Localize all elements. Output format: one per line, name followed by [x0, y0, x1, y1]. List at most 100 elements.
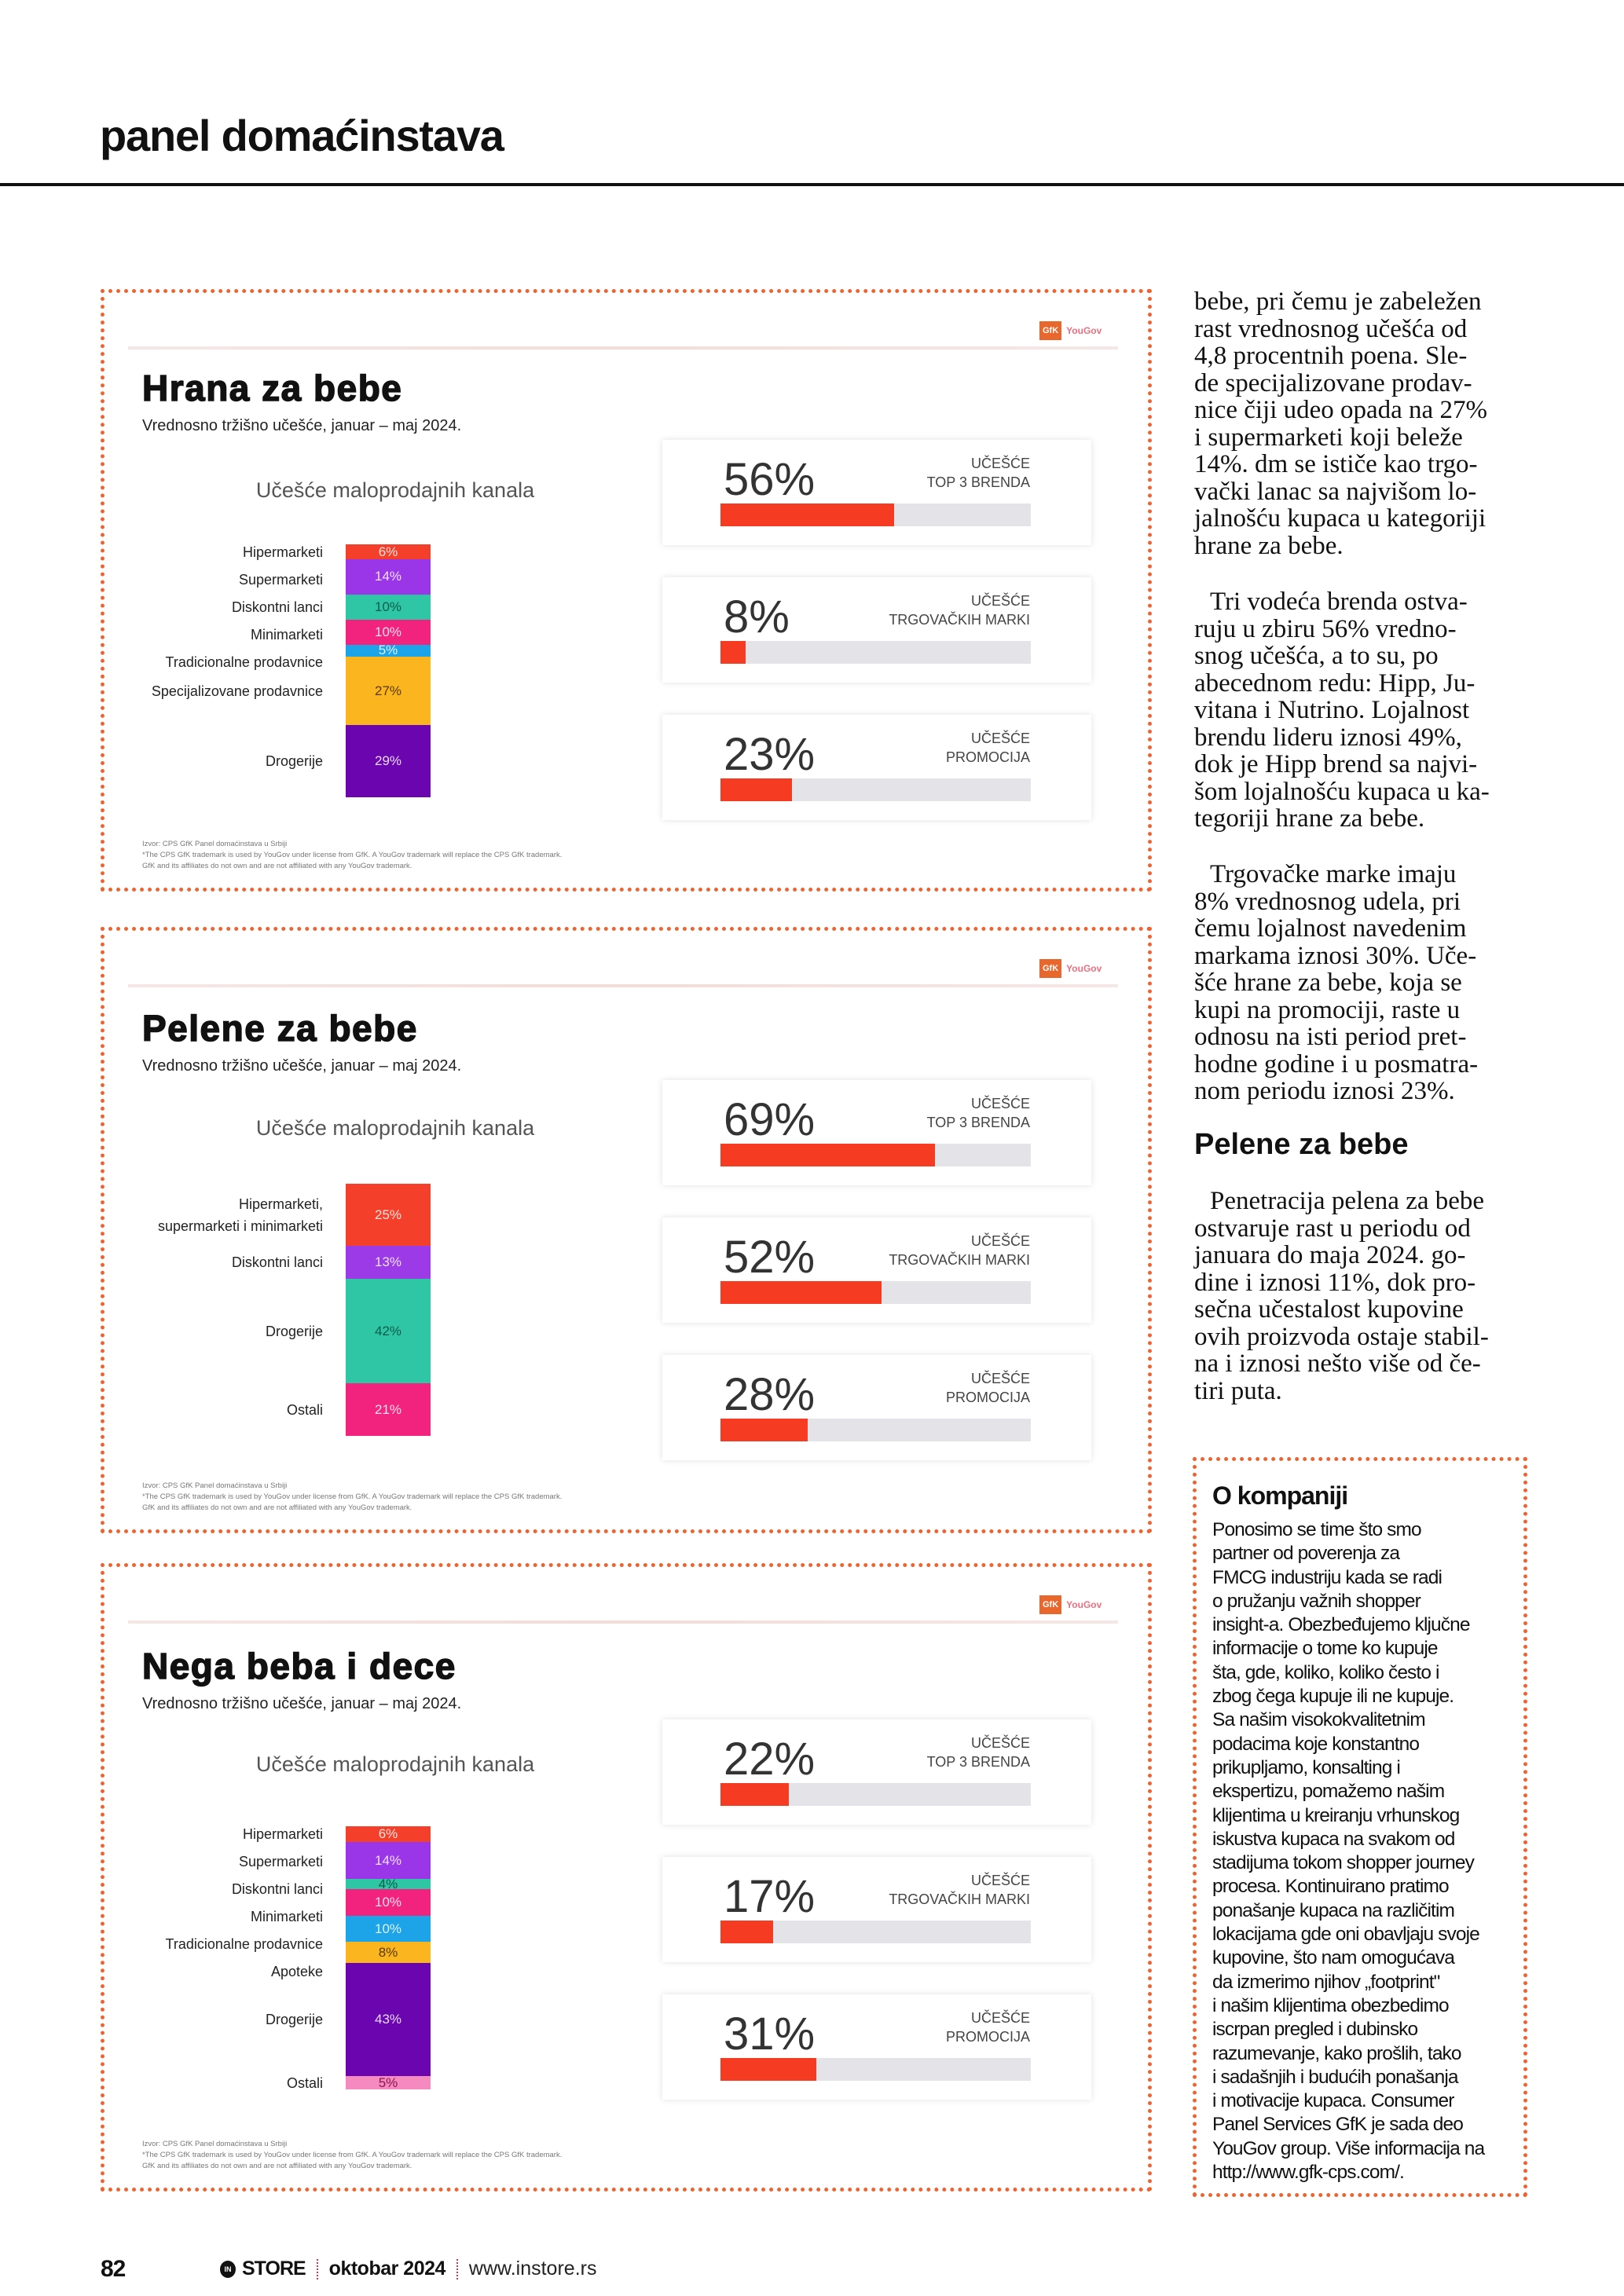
infographic-panel: GfK YouGov Hrana za bebe Vrednosno tržišno …	[101, 289, 1152, 892]
text-line: Penetracija pelena za bebe	[1210, 1187, 1485, 1215]
text-line: i sadašnjih i budućih ponašanja	[1212, 2066, 1459, 2088]
website-link[interactable]: www.instore.rs	[468, 2258, 597, 2280]
text-line: de specijalizovane prodav-	[1194, 368, 1472, 397]
category-label: Supermarketi	[238, 571, 323, 588]
text-line: ekspertizu, pomažemo našim	[1212, 1781, 1445, 1803]
article-subheading: Pelene za bebe	[1194, 1128, 1409, 1161]
bar-segment	[346, 1246, 431, 1279]
text-line: i motivacije kupaca. Consumer	[1212, 2090, 1454, 2112]
kpi-label: UČEŠĆE TRGOVAČKIH MARKI	[889, 1871, 1030, 1909]
kpi-label-line: TOP 3 BRENDA	[926, 474, 1030, 490]
gfk-logo-icon: GfK	[1039, 321, 1062, 340]
text-line: iskustva kupaca na svakom od	[1212, 1828, 1455, 1850]
footnote-line: *The CPS GfK trademark is used by YouGov…	[142, 1492, 563, 1501]
text-line: Panel Services GfK je sada deo	[1212, 2114, 1464, 2136]
kpi-card: 17% UČEŠĆE TRGOVAČKIH MARKI	[662, 1857, 1091, 1962]
text-line: ostvaruje rast u periodu od	[1194, 1214, 1471, 1243]
instore-logo-icon: IN	[220, 2260, 236, 2278]
kpi-card: 28% UČEŠĆE PROMOCIJA	[662, 1355, 1091, 1460]
kpi-progress-track	[720, 641, 1031, 664]
article-paragraph: Tri vodeća brenda ostva-ruju u zbiru 56%…	[1194, 588, 1524, 833]
issue-date: oktobar 2024	[328, 2258, 446, 2280]
page-footer: 82 IN STORE oktobar 2024 www.instore.rs	[0, 2256, 1624, 2287]
text-line: i supermarketi koji beleže	[1194, 423, 1463, 452]
kpi-value: 28%	[724, 1369, 816, 1420]
text-line: jalnošću kupaca u kategoriji	[1194, 504, 1487, 533]
text-line: Sa našim visokokvalitetnim	[1212, 1709, 1426, 1731]
category-label: Diskontni lanci	[231, 1881, 323, 1898]
stacked-bar: 6% 14% 10% 10% 5% 27% 29%	[346, 544, 431, 797]
text-line: hodne godine i u posmatra-	[1194, 1049, 1479, 1078]
footnote-line: GfK and its affiliates do not own and ar…	[142, 1503, 412, 1512]
kpi-progress-track	[720, 2058, 1031, 2081]
footnote-line: *The CPS GfK trademark is used by YouGov…	[142, 851, 563, 859]
bar-segment	[346, 644, 431, 657]
category-label: Diskontni lanci	[231, 1254, 323, 1271]
kpi-progress-track	[720, 1783, 1031, 1806]
text-line: http://www.gfk-cps.com/.	[1212, 2162, 1405, 2184]
article-paragraph: Penetracija pelena za bebe ostvaruje rast…	[1194, 1188, 1524, 1404]
article-paragraph: bebe, pri čemu je zabeležen rast vrednosn…	[1194, 288, 1524, 559]
divider	[128, 346, 1118, 350]
category-label: Tradicionalne prodavnice	[165, 1936, 323, 1953]
segment-value-label: 42%	[374, 1323, 402, 1338]
category-label: Ostali	[286, 2074, 323, 2091]
kpi-progress-fill	[720, 1281, 882, 1304]
kpi-value: 8%	[724, 591, 790, 643]
footnote-line: Izvor: CPS GfK Panel domaćinstava u Srbi…	[142, 840, 288, 848]
bar-segment	[346, 1879, 431, 1890]
kpi-value: 17%	[724, 1871, 816, 1922]
kpi-progress-track	[720, 1144, 1031, 1166]
chart-title: Učešće maloprodajnih kanala	[255, 478, 535, 502]
text-line: YouGov group. Više informacija na	[1212, 2137, 1485, 2159]
kpi-label: UČEŠĆE TRGOVAČKIH MARKI	[889, 591, 1030, 629]
segment-value-label: 43%	[374, 2012, 402, 2027]
kpi-progress-fill	[720, 1419, 808, 1441]
text-line: Tri vodeća brenda ostva-	[1210, 588, 1468, 616]
text-line: rast vrednosnog učešća od	[1194, 314, 1468, 343]
text-line: šta, gde, koliko, koliko često i	[1212, 1661, 1439, 1683]
kpi-card: 22% UČEŠĆE TOP 3 BRENDA	[662, 1719, 1091, 1825]
kpi-label: UČEŠĆE PROMOCIJA	[946, 1369, 1030, 1407]
text-line: ovih proizvoda ostaje stabil-	[1194, 1322, 1489, 1351]
kpi-label-line: PROMOCIJA	[945, 2029, 1030, 2045]
kpi-label: UČEŠĆE PROMOCIJA	[946, 729, 1030, 767]
kpi-progress-track	[720, 1281, 1031, 1304]
kpi-label-line: UČEŠĆE	[970, 1096, 1030, 1111]
kpi-progress-fill	[720, 1921, 774, 1943]
text-line: iscrpan pregled i dubinsko	[1212, 2019, 1418, 2041]
gfk-yougov-logo: GfK YouGov	[1039, 321, 1102, 340]
segment-value-label: 13%	[374, 1254, 402, 1270]
bar-segment	[346, 1842, 431, 1879]
text-line: sečna učestalost kupovine	[1194, 1295, 1464, 1324]
segment-value-label: 6%	[378, 1826, 398, 1842]
gfk-yougov-logo: GfK YouGov	[1039, 1595, 1102, 1614]
divider	[128, 984, 1118, 987]
category-label: Diskontni lanci	[231, 599, 323, 615]
yougov-logo-text: YouGov	[1066, 1599, 1102, 1610]
footnote-line: GfK and its affiliates do not own and ar…	[142, 862, 412, 870]
text-line: informacije o tome ko kupuje	[1212, 1638, 1439, 1660]
about-body: Ponosimo se time što smo partner od pover…	[1212, 1518, 1485, 2184]
text-line: na i iznosi nešto više od če-	[1194, 1349, 1481, 1378]
gfk-yougov-logo: GfK YouGov	[1039, 959, 1102, 978]
panel-subtitle: Vrednosno tržišno učešće, januar – maj 2…	[142, 1695, 462, 1712]
separator	[316, 2258, 318, 2280]
text-line: abecednom redu: Hipp, Ju-	[1194, 668, 1476, 698]
separator	[456, 2258, 458, 2280]
text-line: nom periodu iznosi 23%.	[1194, 1077, 1455, 1105]
category-label: Apoteke	[270, 1964, 323, 1980]
segment-value-label: 6%	[378, 544, 398, 559]
infographic-panel: GfK YouGov Nega beba i dece Vrednosno tržiš…	[101, 1563, 1152, 2192]
bar-segment	[346, 1383, 431, 1436]
category-label: Supermarketi	[238, 1854, 323, 1870]
kpi-label-line: TRGOVAČKIH MARKI	[889, 612, 1030, 628]
panel-title: Nega beba i dece	[141, 1645, 456, 1687]
kpi-label: UČEŠĆE TOP 3 BRENDA	[927, 1094, 1030, 1132]
text-line: nice čiji udeo opada na 27%	[1194, 396, 1487, 424]
segment-value-label: 10%	[374, 1895, 402, 1910]
yougov-logo-text: YouGov	[1066, 325, 1102, 336]
kpi-label-line: TRGOVAČKIH MARKI	[889, 1891, 1030, 1907]
bar-segment	[346, 1889, 431, 1916]
kpi-value: 22%	[724, 1734, 816, 1785]
